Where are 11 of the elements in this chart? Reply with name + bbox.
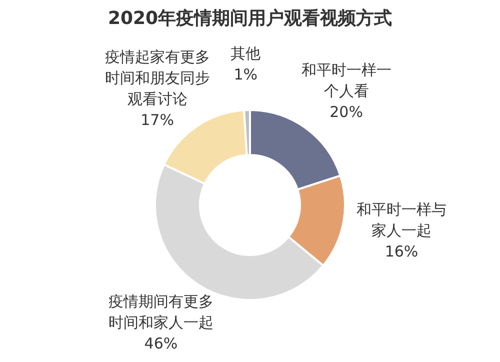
slice-label: 和平时一样一个人看: [301, 60, 392, 100]
data-label: 1%: [234, 66, 258, 84]
data-label: 20%: [330, 102, 363, 121]
chart-title: 2020年疫情期间用户观看视频方式: [108, 8, 392, 29]
data-label: 17%: [140, 110, 174, 129]
data-label: 46%: [144, 334, 178, 352]
slice-label: 疫情起家有更多时间和朋友同步观看讨论: [104, 48, 210, 108]
data-label: 16%: [384, 242, 418, 260]
slice-label: 和平时一样与家人一起: [356, 200, 447, 240]
slice-label: 疫情期间有更多时间和家人一起: [108, 292, 214, 332]
slice-label: 其他: [230, 44, 261, 63]
